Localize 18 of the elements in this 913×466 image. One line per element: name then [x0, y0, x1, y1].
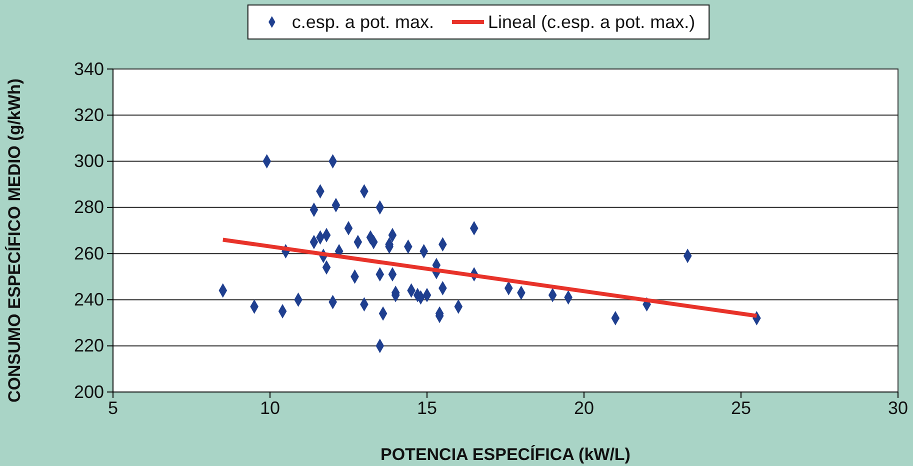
x-tick-label: 25 — [730, 398, 752, 418]
x-tick-label: 15 — [416, 398, 438, 418]
y-tick-label: 220 — [74, 336, 104, 356]
y-tick-label: 280 — [74, 197, 104, 218]
y-tick-label: 300 — [74, 151, 104, 172]
y-tick-label: 240 — [74, 289, 104, 310]
y-tick-label: 340 — [74, 58, 104, 79]
y-tick-label: 320 — [74, 104, 104, 125]
legend-label: Lineal (c.esp. a pot. max.) — [488, 12, 696, 32]
x-tick-label: 20 — [574, 398, 594, 418]
x-tick-label: 5 — [108, 398, 118, 418]
x-tick-label: 10 — [260, 398, 280, 418]
y-tick-label: 260 — [74, 243, 104, 264]
x-tick-label: 30 — [888, 398, 908, 418]
y-axis-title: CONSUMO ESPECÍFICO MEDIO (g/kWh) — [4, 78, 24, 402]
legend-label: c.esp. a pot. max. — [292, 12, 434, 32]
x-axis-title: POTENCIA ESPECÍFICA (kW/L) — [380, 444, 630, 464]
y-tick-label: 200 — [74, 382, 104, 402]
